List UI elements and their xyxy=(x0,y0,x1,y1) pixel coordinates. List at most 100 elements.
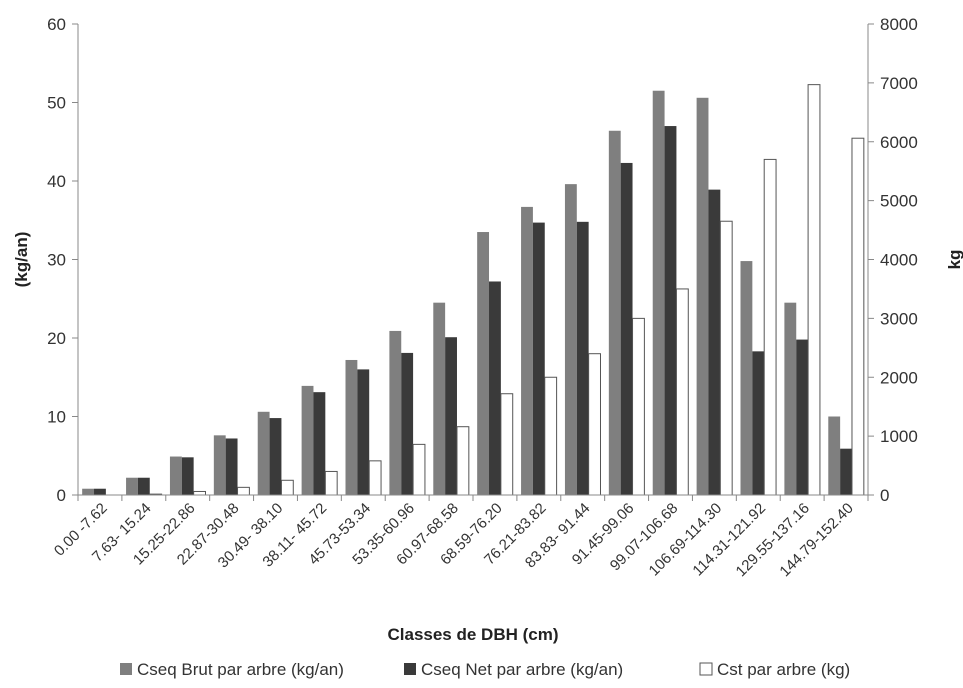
bar-cseq-net xyxy=(445,337,457,495)
bar-cst xyxy=(588,353,601,496)
bar-group xyxy=(608,130,645,496)
bar-group xyxy=(433,302,470,496)
bar-cseq-brut xyxy=(82,488,95,495)
bar-cst xyxy=(193,490,206,496)
bar-cst xyxy=(280,479,294,496)
bar-group xyxy=(652,90,689,496)
bar-group xyxy=(740,158,777,496)
bar-cseq-brut xyxy=(345,359,358,495)
bar-groups xyxy=(82,84,865,496)
bar-cseq-net xyxy=(752,351,765,495)
bar-cseq-net xyxy=(489,281,501,495)
bar-cst xyxy=(807,84,821,496)
bar-cseq-brut xyxy=(608,130,621,495)
bar-cseq-net xyxy=(840,448,852,495)
bar-cseq-brut xyxy=(257,411,270,495)
legend-swatch xyxy=(120,663,132,675)
bar-cst xyxy=(456,426,470,496)
category-labels: 0.00 -7.627.63- 15.2415.25-22.8622.87-30… xyxy=(51,500,857,580)
left-tick-label: 10 xyxy=(47,408,66,427)
legend-swatch xyxy=(699,662,713,676)
bar-cseq-net xyxy=(664,126,677,496)
left-tick-label: 20 xyxy=(47,329,66,348)
legend-label: Cseq Net par arbre (kg/an) xyxy=(421,660,623,679)
bar-group xyxy=(126,477,163,496)
bar-cst xyxy=(324,470,338,496)
legend-item: Cseq Brut par arbre (kg/an) xyxy=(120,660,344,679)
bar-cseq-net xyxy=(269,418,282,495)
right-tick-label: 4000 xyxy=(880,251,918,270)
bar-cseq-brut xyxy=(740,261,753,495)
bar-cst xyxy=(500,393,514,496)
bar-cseq-net xyxy=(137,477,150,495)
bar-cseq-net xyxy=(620,162,633,495)
right-tick-label: 5000 xyxy=(880,192,918,211)
right-tick-label: 7000 xyxy=(880,74,918,93)
bar-group xyxy=(828,137,865,496)
legend: Cseq Brut par arbre (kg/an) Cseq Net par … xyxy=(120,660,850,679)
bar-cseq-brut xyxy=(652,90,665,495)
left-tick-label: 60 xyxy=(47,15,66,34)
bar-cst xyxy=(719,220,733,496)
bar-cst xyxy=(544,376,558,496)
left-tick-label: 30 xyxy=(47,251,66,270)
bar-cseq-net xyxy=(401,352,414,495)
bar-cseq-net xyxy=(313,392,326,495)
bar-cseq-net xyxy=(576,221,589,495)
bar-cseq-brut xyxy=(169,456,182,495)
bar-group xyxy=(477,232,514,496)
bar-group xyxy=(564,184,601,496)
bar-cseq-brut xyxy=(213,435,226,495)
right-y-axis-ticks: 0 1000 2000 3000 4000 5000 6000 7000 8000 xyxy=(868,15,918,505)
right-tick-label: 0 xyxy=(880,486,889,505)
bar-cseq-net xyxy=(181,457,194,495)
bar-group xyxy=(169,456,206,496)
x-axis-title: Classes de DBH (cm) xyxy=(387,625,558,644)
right-tick-label: 2000 xyxy=(880,368,918,387)
bar-cst xyxy=(237,486,250,496)
bar-group xyxy=(257,411,294,496)
right-y-axis-title: kg xyxy=(945,250,963,270)
bar-group xyxy=(521,206,558,496)
bar-group xyxy=(389,330,426,496)
bar-group xyxy=(213,435,250,496)
bar-cseq-brut xyxy=(477,232,490,495)
bar-cseq-net xyxy=(708,189,721,495)
right-tick-label: 8000 xyxy=(880,15,918,34)
legend-swatch xyxy=(404,663,416,675)
bar-group xyxy=(784,84,821,496)
bar-cst xyxy=(763,158,777,496)
bar-cst xyxy=(368,460,382,496)
bar-cseq-brut xyxy=(126,477,138,495)
legend-label: Cst par arbre (kg) xyxy=(717,660,850,679)
right-tick-label: 6000 xyxy=(880,133,918,152)
legend-item: Cst par arbre (kg) xyxy=(699,660,850,679)
bar-cseq-net xyxy=(225,438,238,495)
bar-cseq-brut xyxy=(301,385,314,495)
legend-label: Cseq Brut par arbre (kg/an) xyxy=(137,660,344,679)
axes xyxy=(77,24,869,501)
bar-cseq-brut xyxy=(696,97,709,495)
bar-cseq-brut xyxy=(433,302,446,495)
bar-cseq-brut xyxy=(389,330,402,495)
bar-cseq-brut xyxy=(828,416,841,495)
bar-group xyxy=(82,488,106,495)
left-y-axis-ticks: 0 10 20 30 40 50 60 xyxy=(47,15,78,505)
bar-cst xyxy=(851,137,865,496)
bar-cst xyxy=(675,288,689,496)
bar-cseq-net xyxy=(357,369,370,495)
bar-group xyxy=(345,359,382,496)
bar-cst xyxy=(632,317,645,496)
bar-cst xyxy=(412,443,426,496)
bar-cseq-brut xyxy=(784,302,797,495)
left-tick-label: 40 xyxy=(47,172,66,191)
legend-item: Cseq Net par arbre (kg/an) xyxy=(404,660,623,679)
right-tick-label: 3000 xyxy=(880,309,918,328)
bar-cseq-net xyxy=(94,488,106,495)
bar-cseq-brut xyxy=(521,206,533,495)
right-tick-label: 1000 xyxy=(880,427,918,446)
bar-cseq-brut xyxy=(564,184,577,495)
bar-cseq-net xyxy=(796,339,809,495)
